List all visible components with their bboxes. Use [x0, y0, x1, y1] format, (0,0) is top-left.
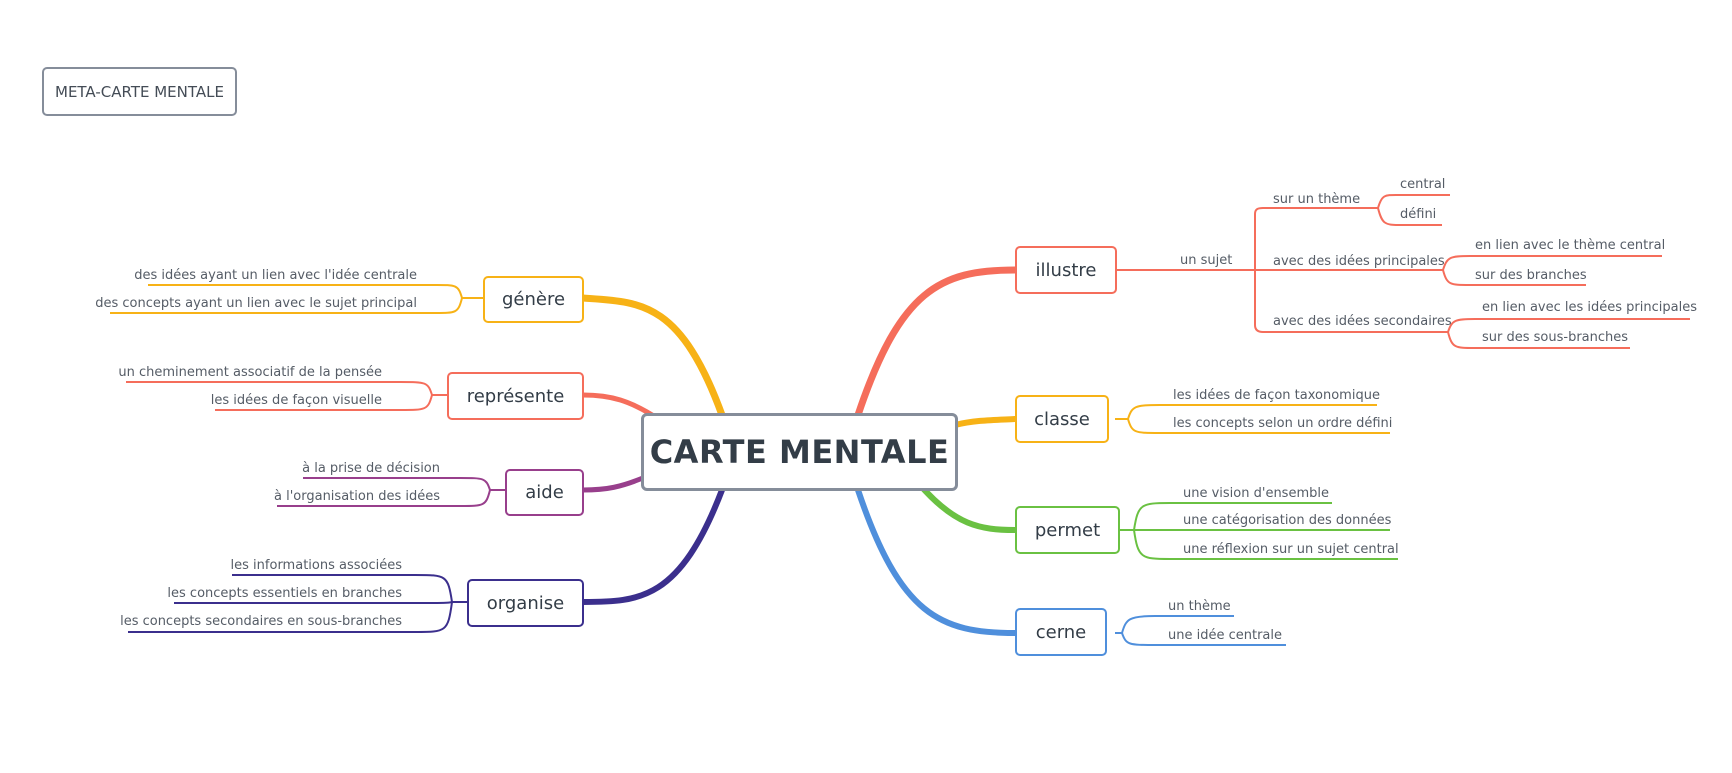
- central-topic-label: CARTE MENTALE: [649, 433, 950, 471]
- branch-illustre[interactable]: illustre: [1015, 246, 1117, 294]
- leaf-represente-2[interactable]: les idées de façon visuelle: [210, 393, 382, 408]
- connector-organise: [580, 487, 725, 605]
- meta-title: META-CARTE MENTALE: [55, 82, 224, 101]
- connector-aide: [580, 472, 653, 493]
- leaf-illustre-subject[interactable]: un sujet: [1180, 253, 1233, 268]
- leaf-aide-2[interactable]: à l'organisation des idées: [274, 489, 440, 504]
- branch-represente[interactable]: représente: [447, 372, 584, 420]
- leaf-genere-2[interactable]: des concepts ayant un lien avec le sujet…: [95, 296, 417, 311]
- leaf-illustre-sub-2-a[interactable]: en lien avec le thème central: [1475, 238, 1666, 253]
- branch-cerne[interactable]: cerne: [1015, 608, 1107, 656]
- leaf-represente-1[interactable]: un cheminement associatif de la pensée: [118, 365, 382, 380]
- branch-aide-label: aide: [525, 482, 564, 503]
- branch-illustre-label: illustre: [1035, 259, 1097, 281]
- leaf-classe-2[interactable]: les concepts selon un ordre défini: [1173, 416, 1393, 431]
- leaf-genere-1[interactable]: des idées ayant un lien avec l'idée cent…: [134, 268, 417, 283]
- leaf-organise-1[interactable]: les informations associées: [230, 558, 402, 573]
- branch-genere-label: génère: [501, 289, 566, 310]
- leaf-organise-3[interactable]: les concepts secondaires en sous-branche…: [120, 614, 402, 629]
- connector-cerne: [855, 487, 1018, 636]
- leaf-illustre-sub-1[interactable]: sur un thème: [1273, 192, 1361, 207]
- branch-classe-label: classe: [1034, 408, 1090, 430]
- leaf-cerne-2[interactable]: une idée centrale: [1168, 628, 1283, 643]
- branch-aide[interactable]: aide: [505, 469, 584, 516]
- connector-permet: [917, 482, 1018, 533]
- leaf-illustre-sub-3-b[interactable]: sur des sous-branches: [1482, 330, 1629, 345]
- leaf-illustre-sub-3-a[interactable]: en lien avec les idées principales: [1482, 300, 1697, 315]
- leaf-illustre-sub-2[interactable]: avec des idées principales: [1273, 254, 1445, 269]
- branch-permet-label: permet: [1034, 519, 1101, 541]
- branch-organise-label: organise: [486, 592, 565, 614]
- branch-organise[interactable]: organise: [467, 579, 584, 627]
- branch-classe[interactable]: classe: [1015, 395, 1109, 443]
- leaf-illustre-sub-1-b[interactable]: défini: [1400, 207, 1437, 222]
- branch-cerne-label: cerne: [1035, 621, 1087, 643]
- connector-genere: [579, 294, 726, 419]
- leaf-aide-1[interactable]: à la prise de décision: [302, 461, 440, 476]
- leaf-illustre-sub-3[interactable]: avec des idées secondaires: [1273, 314, 1452, 329]
- branch-genere[interactable]: génère: [483, 276, 584, 323]
- leaf-cerne-1[interactable]: un thème: [1168, 599, 1231, 614]
- leaf-illustre-sub-1-a[interactable]: central: [1400, 177, 1446, 192]
- meta-title-box[interactable]: META-CARTE MENTALE: [42, 67, 237, 116]
- leaf-illustre-sub-2-b[interactable]: sur des branches: [1475, 268, 1587, 283]
- branch-permet[interactable]: permet: [1015, 506, 1120, 554]
- central-topic[interactable]: CARTE MENTALE: [641, 413, 958, 491]
- branch-represente-label: représente: [466, 385, 565, 407]
- leaf-permet-2[interactable]: une catégorisation des données: [1183, 513, 1392, 528]
- connector-classe: [952, 416, 1018, 428]
- leaf-classe-1[interactable]: les idées de façon taxonomique: [1173, 388, 1380, 403]
- connector-illustre: [854, 266, 1019, 419]
- leaf-permet-3[interactable]: une réflexion sur un sujet central: [1183, 542, 1399, 557]
- leaf-organise-2[interactable]: les concepts essentiels en branches: [167, 586, 402, 601]
- leaf-permet-1[interactable]: une vision d'ensemble: [1183, 486, 1329, 501]
